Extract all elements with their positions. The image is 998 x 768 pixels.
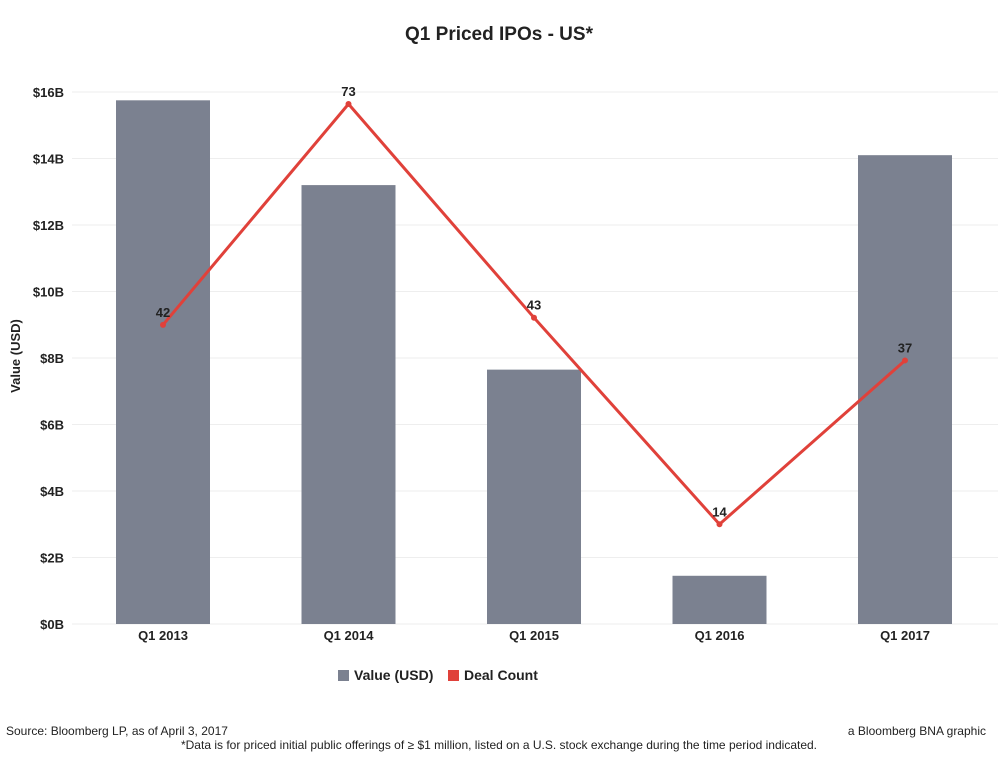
x-tick-label: Q1 2015 xyxy=(509,628,559,643)
chart-title: Q1 Priced IPOs - US* xyxy=(405,24,594,45)
y-tick-label: $16B xyxy=(33,85,64,100)
gridlines xyxy=(72,91,998,625)
x-tick-label: Q1 2013 xyxy=(138,628,188,643)
y-tick-label: $14B xyxy=(33,152,64,167)
x-axis-ticks: Q1 2013 Q1 2014 Q1 2015 Q1 2016 Q1 2017 xyxy=(138,628,930,643)
bars xyxy=(116,100,952,625)
y-axis-ticks: $0B $2B $4B $6B $8B $10B $12B $14B $16B xyxy=(33,85,64,632)
x-tick-label: Q1 2017 xyxy=(880,628,930,643)
legend-label-value: Value (USD) xyxy=(354,667,433,683)
y-tick-label: $10B xyxy=(33,285,64,300)
footnote: *Data is for priced initial public offer… xyxy=(180,738,818,752)
ipo-chart: Q1 Priced IPOs - US* $0B $2B $4B $6B $8B $10B… xyxy=(8,24,998,683)
y-tick-label: $12B xyxy=(33,218,64,233)
credit-note: a Bloomberg BNA graphic xyxy=(847,724,986,738)
y-tick-label: $4B xyxy=(40,484,64,499)
data-label: 73 xyxy=(341,84,355,99)
data-label: 42 xyxy=(156,305,170,320)
y-axis-label: Value (USD) xyxy=(8,319,23,393)
line-point xyxy=(531,314,537,321)
legend: Value (USD) Deal Count xyxy=(338,667,538,683)
x-tick-label: Q1 2016 xyxy=(695,628,745,643)
line-point xyxy=(716,521,723,528)
data-label: 37 xyxy=(898,340,912,355)
source-note: Source: Bloomberg LP, as of April 3, 201… xyxy=(6,724,228,738)
legend-swatch-value xyxy=(338,670,349,681)
x-tick-label: Q1 2014 xyxy=(324,628,375,643)
data-label: 43 xyxy=(527,298,541,313)
bar xyxy=(301,185,396,624)
legend-label-deal-count: Deal Count xyxy=(464,667,538,683)
deal-count-line: 42 73 43 14 37 xyxy=(156,84,912,528)
bar xyxy=(672,575,767,624)
legend-swatch-deal-count xyxy=(448,670,459,681)
y-tick-label: $8B xyxy=(40,351,64,366)
bar xyxy=(116,100,210,624)
line-point xyxy=(902,357,908,364)
line-point xyxy=(160,321,166,328)
y-tick-label: $2B xyxy=(40,551,64,566)
y-tick-label: $6B xyxy=(40,418,64,433)
bar xyxy=(487,369,581,624)
line-point xyxy=(345,101,352,107)
data-label: 14 xyxy=(712,504,727,519)
y-tick-label: $0B xyxy=(40,617,64,632)
